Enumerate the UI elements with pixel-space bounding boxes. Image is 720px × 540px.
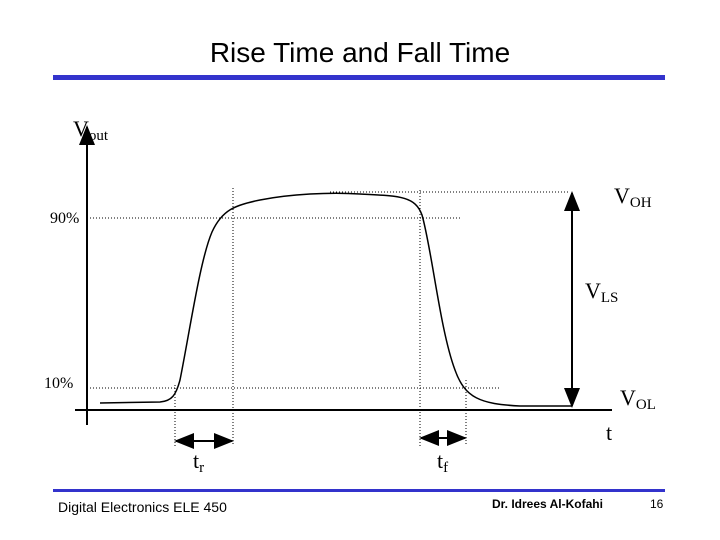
rise-time-label: tr: [193, 448, 204, 476]
label-sub: OH: [630, 195, 652, 211]
waveform: [99, 192, 572, 407]
vls-label: VLS: [585, 278, 618, 306]
label-sub: r: [199, 460, 204, 476]
labels: Vout 90% 10% VOH VLS VOL t tr tf: [44, 116, 656, 476]
label-main: t: [437, 448, 443, 473]
label-main: V: [614, 183, 630, 208]
label-main: V: [73, 116, 89, 141]
label-main: V: [620, 385, 636, 410]
footer-rule: [53, 489, 665, 492]
label-main: V: [585, 278, 601, 303]
x-axis-label: t: [606, 420, 612, 445]
y-axis-label: Vout: [73, 116, 109, 144]
label-sub: OL: [636, 397, 656, 413]
label-sub: out: [89, 128, 109, 144]
label-sub: f: [443, 460, 448, 476]
level-10: 10%: [44, 375, 73, 392]
label-sub: LS: [601, 290, 619, 306]
label-main: t: [193, 448, 199, 473]
title: Rise Time and Fall Time: [210, 37, 510, 68]
page-number: 16: [650, 497, 664, 511]
vol-label: VOL: [620, 385, 656, 413]
footer-author: Dr. Idrees Al-Kofahi: [492, 497, 603, 511]
guides: [87, 188, 570, 446]
level-90: 90%: [50, 210, 79, 227]
footer-course: Digital Electronics ELE 450: [58, 499, 227, 515]
title-rule: [53, 75, 665, 80]
voh-label: VOH: [614, 183, 652, 211]
fall-time-label: tf: [437, 448, 448, 476]
